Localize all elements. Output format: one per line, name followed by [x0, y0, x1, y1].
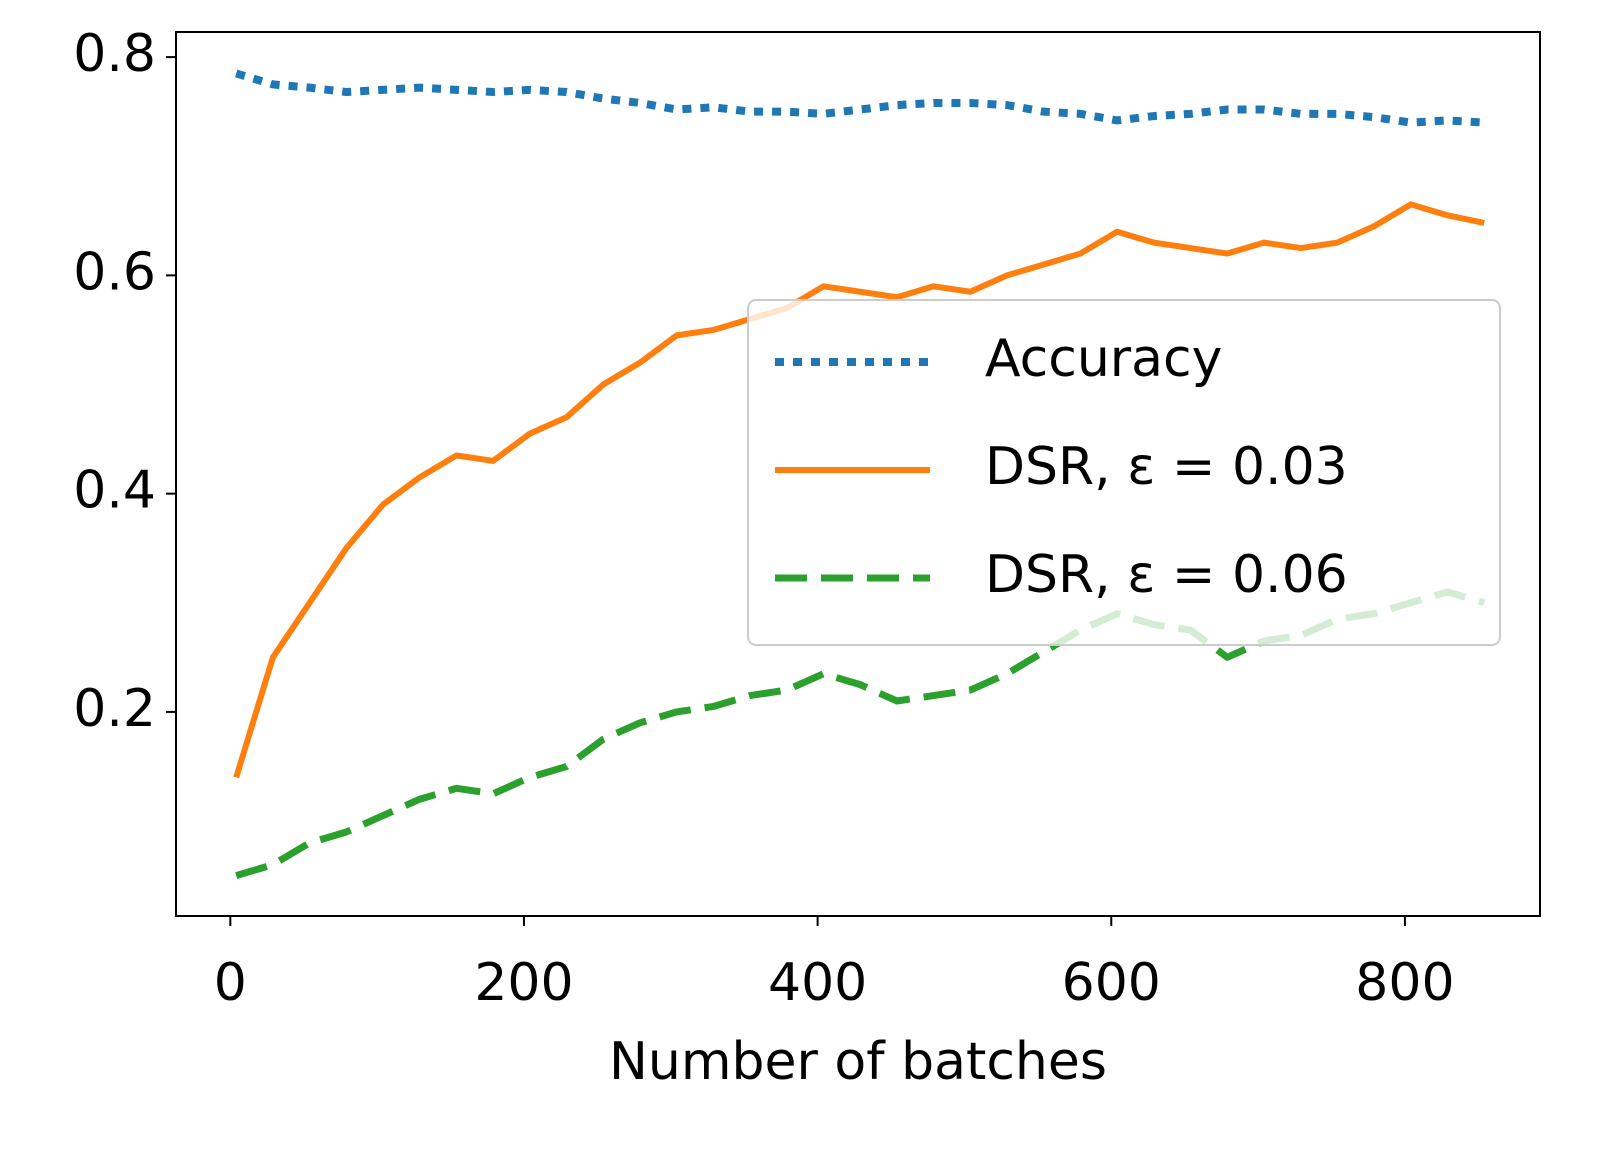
y-tick-label: 0.4: [73, 461, 156, 521]
x-axis-label: Number of batches: [609, 1032, 1107, 1092]
y-tick-label: 0.2: [73, 679, 156, 739]
y-tick-label: 0.8: [73, 24, 156, 84]
x-tick-label: 0: [214, 953, 247, 1013]
legend-label: Accuracy: [985, 329, 1222, 389]
legend-label: DSR, ε = 0.03: [985, 437, 1348, 497]
x-tick-label: 600: [1062, 953, 1161, 1013]
x-tick-label: 800: [1355, 953, 1454, 1013]
legend-box: [747, 299, 1501, 646]
series-line: [233, 201, 1485, 779]
legend-label: DSR, ε = 0.06: [985, 545, 1348, 605]
plot-frame: [175, 31, 1541, 917]
x-tick-label: 400: [768, 953, 867, 1013]
series-line: [235, 69, 1485, 127]
y-tick-label: 0.6: [73, 242, 156, 302]
legend: Accuracy DSR, ε = 0.03 DSR, ε = 0.06: [747, 299, 1501, 646]
x-tick-label: 200: [474, 953, 573, 1013]
